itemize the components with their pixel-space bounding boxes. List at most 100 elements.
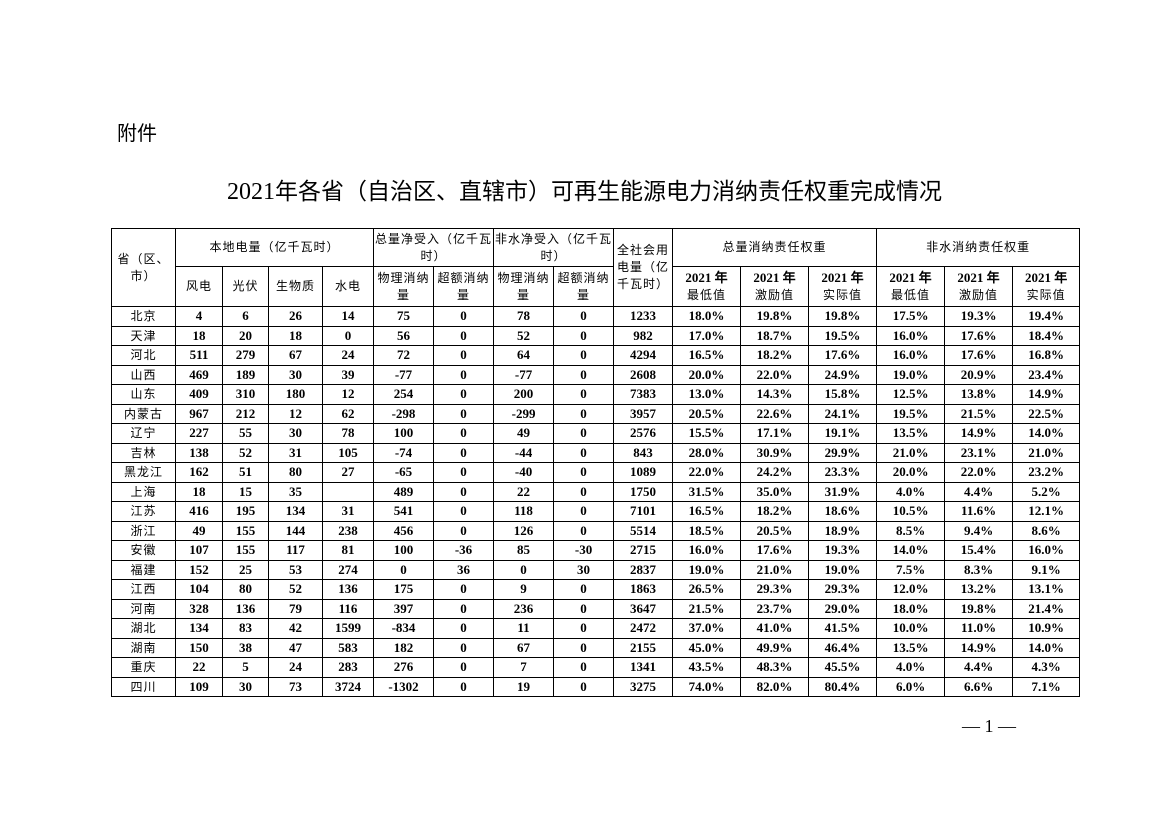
cell-solar: 83 <box>222 618 269 639</box>
cell-nonhydro-excess: 0 <box>553 306 615 327</box>
cell-total-actual: 15.8% <box>808 384 878 405</box>
cell-nonhydro-actual: 18.4% <box>1012 325 1081 346</box>
cell-province: 湖南 <box>111 637 176 658</box>
cell-nonhydro-incentive: 13.8% <box>944 384 1014 405</box>
cell-total-physical: -834 <box>373 618 435 639</box>
cell-nonhydro-min: 13.5% <box>876 637 946 658</box>
cell-total-physical: 100 <box>373 423 435 444</box>
table-row: 山东 409 310 180 12 254 0 200 0 7383 13.0% 14.3% 15.8%… <box>111 384 1081 405</box>
cell-province: 辽宁 <box>111 423 176 444</box>
cell-total-min: 15.5% <box>672 423 742 444</box>
cell-province: 重庆 <box>111 657 176 678</box>
cell-nonhydro-actual: 16.8% <box>1012 345 1081 366</box>
cell-nonhydro-excess: 0 <box>553 618 615 639</box>
cell-province: 山西 <box>111 364 176 385</box>
cell-nonhydro-incentive: 20.9% <box>944 364 1014 385</box>
cell-nonhydro-incentive: 21.5% <box>944 403 1014 424</box>
cell-wind: 4 <box>175 306 223 327</box>
cell-total-incentive: 29.3% <box>740 579 810 600</box>
cell-nonhydro-min: 12.5% <box>876 384 946 405</box>
cell-total-min: 19.0% <box>672 559 742 580</box>
cell-nonhydro-actual: 14.0% <box>1012 637 1081 658</box>
cell-nonhydro-incentive: 11.0% <box>944 618 1014 639</box>
year-label: 2021 年 <box>753 270 796 285</box>
cell-biomass: 30 <box>268 423 323 444</box>
cell-nonhydro-min: 16.0% <box>876 345 946 366</box>
cell-nonhydro-actual: 21.4% <box>1012 598 1081 619</box>
cell-wind: 22 <box>175 657 223 678</box>
cell-total-incentive: 41.0% <box>740 618 810 639</box>
cell-total-actual: 31.9% <box>808 481 878 502</box>
cell-hydro: 283 <box>321 657 375 678</box>
cell-nonhydro-excess: 0 <box>553 637 615 658</box>
cell-nonhydro-incentive: 15.4% <box>944 540 1014 561</box>
cell-nonhydro-actual: 14.0% <box>1012 423 1081 444</box>
cell-total-excess: 0 <box>433 462 495 483</box>
cell-total-excess: -36 <box>433 540 495 561</box>
cell-nonhydro-min: 16.0% <box>876 325 946 346</box>
cell-nonhydro-physical: 7 <box>493 657 555 678</box>
cell-total-physical: 56 <box>373 325 435 346</box>
consumption-weight-table: 省（区、市） 本地电量（亿千瓦时） 总量净受入（亿千瓦时） 非水净受入（亿千瓦时… <box>111 228 1081 697</box>
cell-total-excess: 0 <box>433 442 495 463</box>
cell-total-excess: 0 <box>433 676 495 697</box>
cell-total-incentive: 48.3% <box>740 657 810 678</box>
cell-society-consumption: 4294 <box>613 345 674 366</box>
cell-biomass: 12 <box>268 403 323 424</box>
table-row: 江西 104 80 52 136 175 0 9 0 1863 26.5% 29.3% 29.3% 12.… <box>111 579 1081 600</box>
cell-province: 天津 <box>111 325 176 346</box>
header-nonhydro-weight: 非水消纳责任权重 <box>876 228 1081 267</box>
cell-total-min: 13.0% <box>672 384 742 405</box>
cell-nonhydro-min: 18.0% <box>876 598 946 619</box>
cell-society-consumption: 5514 <box>613 520 674 541</box>
cell-nonhydro-actual: 10.9% <box>1012 618 1081 639</box>
cell-nonhydro-min: 10.5% <box>876 501 946 522</box>
cell-hydro: 12 <box>321 384 375 405</box>
cell-nonhydro-physical: 11 <box>493 618 555 639</box>
cell-total-physical: 0 <box>373 559 435 580</box>
cell-wind: 162 <box>175 462 223 483</box>
cell-biomass: 67 <box>268 345 323 366</box>
cell-wind: 416 <box>175 501 223 522</box>
cell-solar: 195 <box>222 501 269 522</box>
cell-total-actual: 19.8% <box>808 306 878 327</box>
table-row: 黑龙江 162 51 80 27 -65 0 -40 0 1089 22.0% 24.2% 23.3% 2… <box>111 462 1081 483</box>
cell-nonhydro-min: 10.0% <box>876 618 946 639</box>
table-row: 湖北 134 83 42 1599 -834 0 11 0 2472 37.0% 41.0% 41.5%… <box>111 618 1081 639</box>
cell-nonhydro-incentive: 4.4% <box>944 481 1014 502</box>
cell-province: 福建 <box>111 559 176 580</box>
cell-solar: 310 <box>222 384 269 405</box>
cell-biomass: 30 <box>268 364 323 385</box>
cell-province: 湖北 <box>111 618 176 639</box>
cell-nonhydro-actual: 13.1% <box>1012 579 1081 600</box>
cell-nonhydro-incentive: 19.3% <box>944 306 1014 327</box>
cell-province: 山东 <box>111 384 176 405</box>
incentive-label: 激励值 <box>959 288 999 302</box>
cell-society-consumption: 2715 <box>613 540 674 561</box>
cell-total-incentive: 17.6% <box>740 540 810 561</box>
cell-total-incentive: 18.2% <box>740 501 810 522</box>
cell-hydro: 1599 <box>321 618 375 639</box>
cell-total-actual: 41.5% <box>808 618 878 639</box>
min-label: 最低值 <box>687 288 727 302</box>
table-row: 吉林 138 52 31 105 -74 0 -44 0 843 28.0% 30.9% 29.9% 21… <box>111 442 1081 463</box>
cell-total-incentive: 19.8% <box>740 306 810 327</box>
table-body: 北京 4 6 26 14 75 0 78 0 1233 18.0% 19.8% 19.8% 17.5% 19… <box>111 306 1081 697</box>
cell-nonhydro-min: 12.0% <box>876 579 946 600</box>
cell-solar: 279 <box>222 345 269 366</box>
cell-hydro: 238 <box>321 520 375 541</box>
cell-total-min: 74.0% <box>672 676 742 697</box>
cell-total-min: 45.0% <box>672 637 742 658</box>
cell-solar: 30 <box>222 676 269 697</box>
cell-nonhydro-min: 14.0% <box>876 540 946 561</box>
cell-solar: 20 <box>222 325 269 346</box>
cell-total-incentive: 21.0% <box>740 559 810 580</box>
cell-nonhydro-physical: -77 <box>493 364 555 385</box>
cell-total-physical: 75 <box>373 306 435 327</box>
cell-nonhydro-min: 6.0% <box>876 676 946 697</box>
cell-biomass: 31 <box>268 442 323 463</box>
table-row: 辽宁 227 55 30 78 100 0 49 0 2576 15.5% 17.1% 19.1% 13.… <box>111 423 1081 444</box>
cell-total-physical: 175 <box>373 579 435 600</box>
cell-nonhydro-physical: 64 <box>493 345 555 366</box>
cell-nonhydro-physical: 52 <box>493 325 555 346</box>
